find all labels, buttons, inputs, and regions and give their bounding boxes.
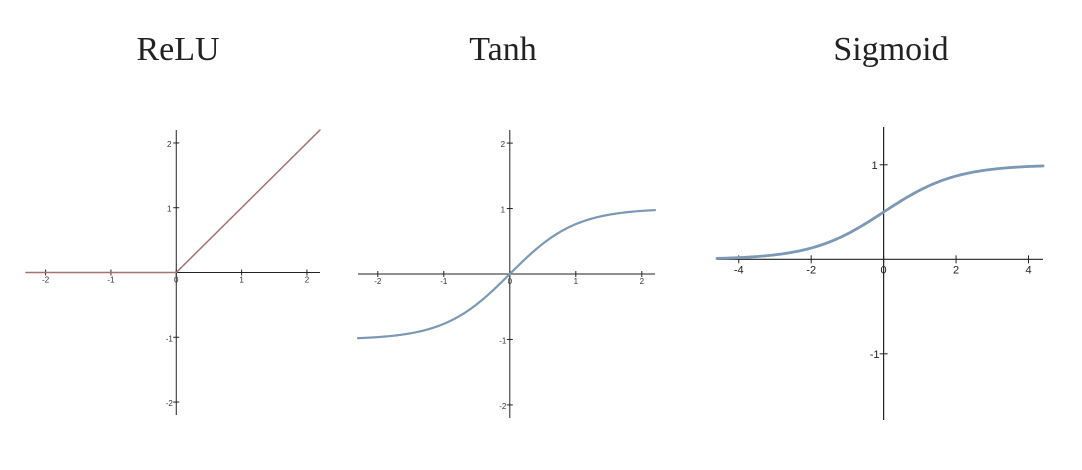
y-tick-label: -1 [499, 336, 507, 345]
y-tick-label: -2 [499, 402, 507, 411]
y-tick-label: 1 [872, 160, 878, 172]
x-tick-label: 2 [305, 276, 310, 285]
y-tick-label: 1 [501, 206, 506, 215]
x-tick-label: -2 [806, 264, 816, 276]
x-tick-label: 4 [1025, 264, 1031, 276]
tanh-plot: -2 -1 0 1 2 -2 -1 1 2 [356, 130, 657, 418]
x-tick-label: -2 [374, 277, 382, 286]
x-tick-label: 0 [174, 276, 179, 285]
x-tick-label: -1 [440, 277, 448, 286]
x-tick-label: 2 [953, 264, 959, 276]
tanh-curve [356, 209, 657, 340]
x-tick-label: 0 [508, 277, 513, 286]
relu-title: ReLU [136, 31, 219, 68]
relu-curve [25, 129, 321, 274]
sigmoid-plot: -4 -2 0 2 4 -1 1 [715, 127, 1045, 420]
x-tick-label: 1 [239, 276, 244, 285]
y-tick-label: 1 [167, 205, 172, 214]
sigmoid-curve [715, 164, 1045, 260]
x-tick-label: -4 [734, 264, 744, 276]
x-tick-label: 2 [640, 277, 645, 286]
y-tick-label: -1 [166, 334, 174, 343]
sigmoid-title: Sigmoid [833, 31, 948, 68]
y-tick-label: 2 [501, 140, 506, 149]
relu-plot: -2 -1 0 1 2 -2 -1 1 2 [25, 129, 321, 415]
x-tick-label: -1 [107, 276, 115, 285]
y-tick-label: 2 [167, 140, 172, 149]
tanh-title: Tanh [469, 31, 537, 68]
y-tick-label: -1 [870, 349, 880, 361]
x-tick-label: 0 [881, 264, 887, 276]
y-tick-label: -2 [166, 399, 174, 408]
x-tick-label: 1 [574, 277, 579, 286]
x-tick-label: -2 [42, 276, 50, 285]
